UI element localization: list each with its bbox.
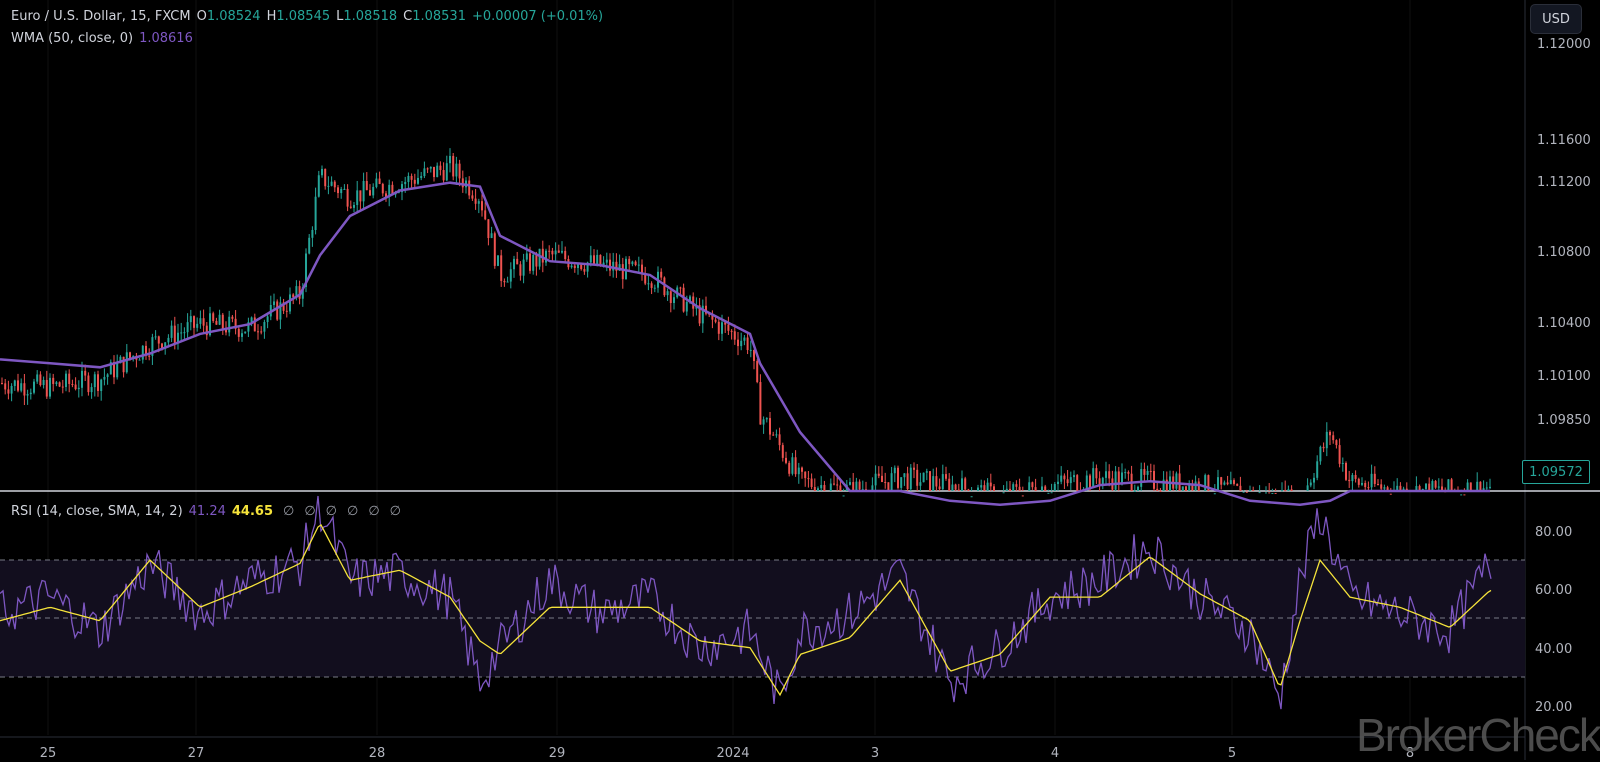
time-axis[interactable]: 25 27 28 29 2024 3 4 5 8 bbox=[40, 746, 1414, 760]
svg-text:27: 27 bbox=[188, 746, 205, 760]
brokercheck-watermark: BrokerCheck bbox=[1356, 709, 1600, 761]
na-value: ∅ bbox=[325, 504, 337, 519]
svg-text:28: 28 bbox=[369, 746, 386, 760]
svg-text:4: 4 bbox=[1051, 746, 1059, 760]
rsi-axis[interactable]: 80.00 60.00 40.00 20.00 bbox=[1535, 525, 1572, 715]
svg-text:25: 25 bbox=[40, 746, 57, 760]
svg-text:5: 5 bbox=[1228, 746, 1236, 760]
svg-text:29: 29 bbox=[549, 746, 566, 760]
na-value: ∅ bbox=[368, 504, 380, 519]
wma-line bbox=[0, 181, 1490, 506]
wma-value: 1.08616 bbox=[139, 31, 193, 46]
candlestick-series bbox=[1, 148, 1491, 498]
rsi-line bbox=[0, 495, 1492, 710]
svg-text:1.12000: 1.12000 bbox=[1537, 37, 1591, 52]
svg-text:1.09850: 1.09850 bbox=[1537, 413, 1591, 428]
last-price-label: 1.09572 bbox=[1522, 460, 1590, 484]
high-value: 1.08545 bbox=[276, 9, 331, 24]
svg-text:20.00: 20.00 bbox=[1535, 700, 1572, 715]
close-value: 1.08531 bbox=[412, 9, 466, 24]
wma-legend[interactable]: WMA (50, close, 0) 1.08616 bbox=[11, 31, 193, 46]
rsi-band-lines bbox=[0, 559, 1525, 678]
svg-text:8: 8 bbox=[1406, 746, 1414, 760]
svg-text:1.10100: 1.10100 bbox=[1537, 369, 1591, 384]
svg-text:1.11200: 1.11200 bbox=[1537, 175, 1591, 190]
svg-text:60.00: 60.00 bbox=[1535, 583, 1572, 598]
rsi-label: RSI (14, close, SMA, 14, 2) bbox=[11, 504, 183, 519]
na-value: ∅ bbox=[389, 504, 401, 519]
open-value: 1.08524 bbox=[206, 9, 261, 24]
vertical-gridlines bbox=[47, 0, 1411, 735]
svg-text:40.00: 40.00 bbox=[1535, 642, 1572, 657]
svg-text:2024: 2024 bbox=[716, 746, 749, 760]
rsi-ma-value: 44.65 bbox=[231, 504, 273, 519]
change-value: +0.00007 (+0.01%) bbox=[471, 9, 604, 24]
main-legend[interactable]: Euro / U.S. Dollar, 15, FXCM O1.08524 H1… bbox=[11, 9, 604, 24]
svg-text:1.11600: 1.11600 bbox=[1537, 133, 1591, 148]
rsi-ma-line bbox=[0, 523, 1492, 697]
na-value: ∅ bbox=[283, 504, 295, 519]
svg-text:1.10800: 1.10800 bbox=[1537, 245, 1591, 260]
svg-text:1.10400: 1.10400 bbox=[1537, 316, 1591, 331]
svg-text:3: 3 bbox=[871, 746, 879, 760]
svg-text:80.00: 80.00 bbox=[1535, 525, 1572, 540]
rsi-value: 41.24 bbox=[188, 504, 226, 519]
currency-button[interactable]: USD bbox=[1530, 4, 1582, 34]
low-value: 1.08518 bbox=[343, 9, 398, 24]
price-axis[interactable]: 1.12000 1.11600 1.11200 1.10800 1.10400 … bbox=[1537, 37, 1591, 428]
symbol-title: Euro / U.S. Dollar, 15, FXCM bbox=[11, 9, 191, 24]
wma-label: WMA (50, close, 0) bbox=[11, 31, 134, 46]
na-value: ∅ bbox=[304, 504, 316, 519]
rsi-legend[interactable]: RSI (14, close, SMA, 14, 2) 41.24 44.65 … bbox=[11, 504, 401, 519]
na-value: ∅ bbox=[346, 504, 359, 519]
